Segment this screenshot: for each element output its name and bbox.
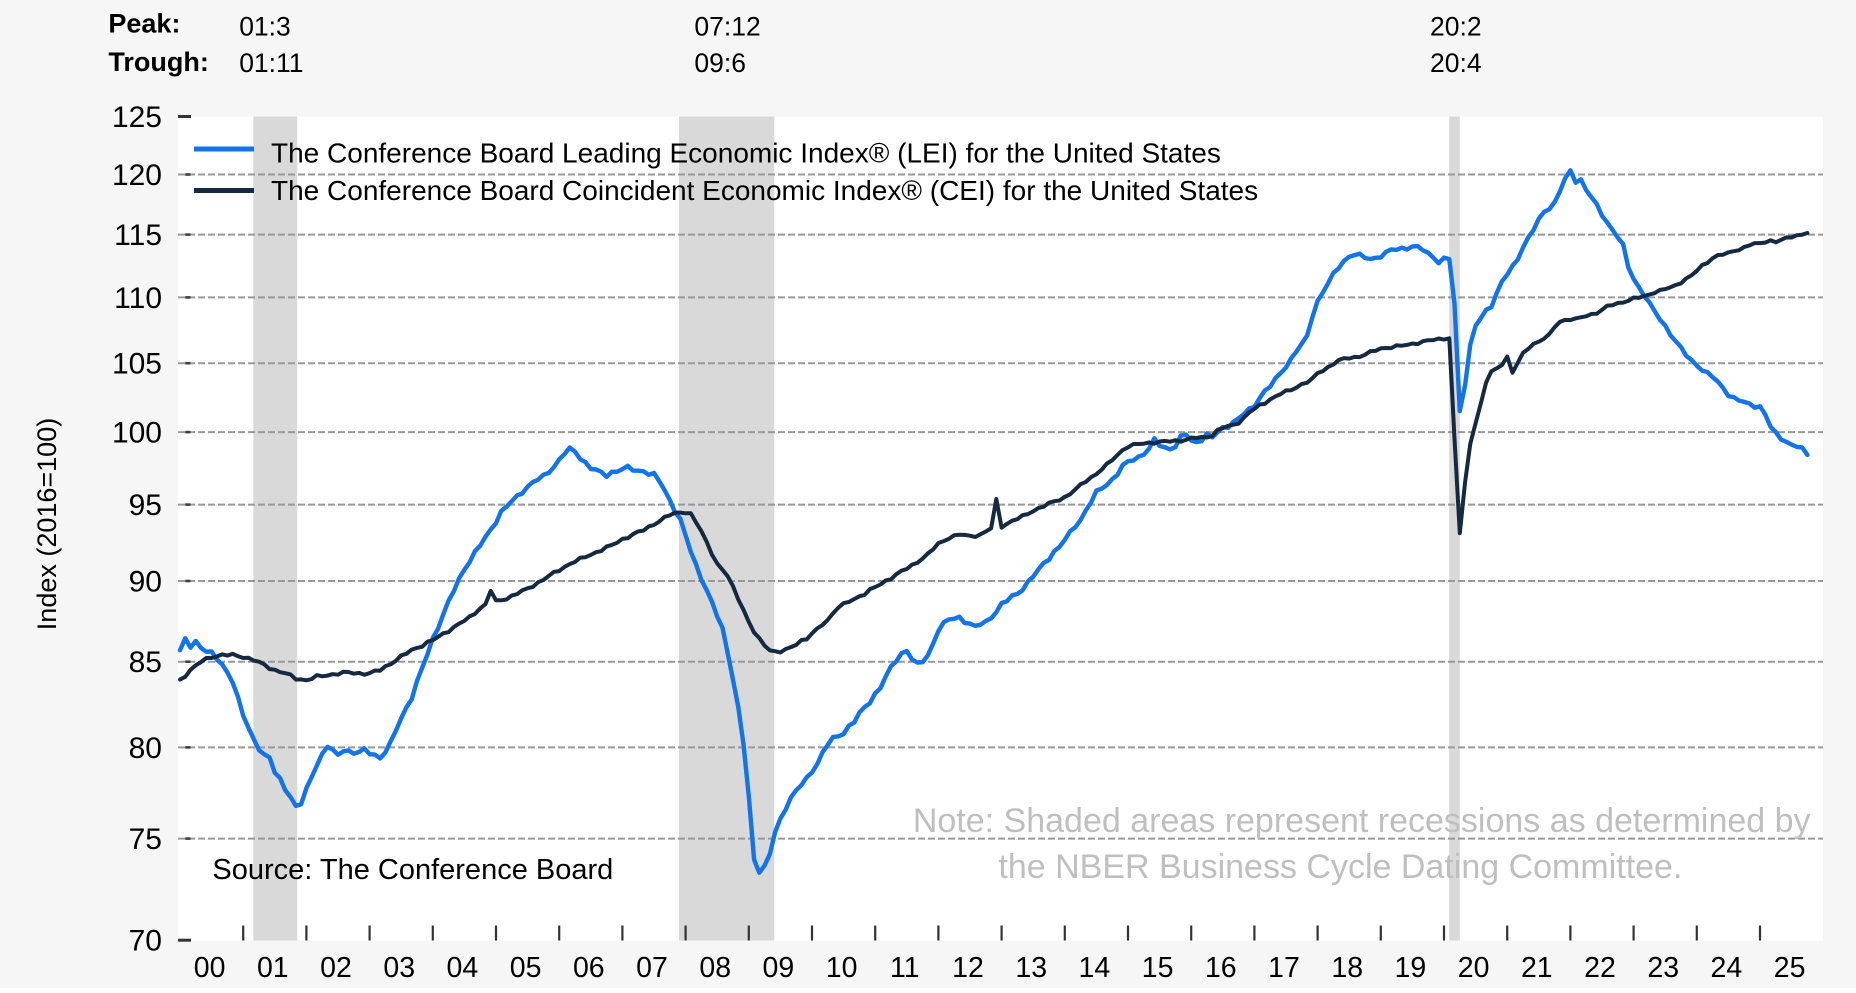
svg-text:110: 110 bbox=[114, 282, 162, 315]
svg-text:Peak:: Peak: bbox=[108, 9, 180, 39]
svg-text:09: 09 bbox=[763, 952, 795, 984]
svg-text:25: 25 bbox=[1774, 952, 1806, 984]
svg-text:15: 15 bbox=[1142, 952, 1174, 984]
svg-text:The Conference Board Leading E: The Conference Board Leading Economic In… bbox=[271, 138, 1221, 169]
svg-text:24: 24 bbox=[1711, 952, 1743, 984]
svg-text:70: 70 bbox=[129, 925, 162, 958]
svg-text:09:6: 09:6 bbox=[694, 48, 746, 78]
svg-text:01:3: 01:3 bbox=[239, 12, 291, 42]
svg-text:18: 18 bbox=[1331, 952, 1363, 984]
svg-text:17: 17 bbox=[1268, 952, 1300, 984]
svg-text:13: 13 bbox=[1015, 952, 1047, 984]
svg-text:03: 03 bbox=[383, 952, 415, 984]
svg-text:115: 115 bbox=[114, 219, 162, 252]
svg-text:80: 80 bbox=[129, 732, 162, 765]
svg-text:120: 120 bbox=[112, 159, 162, 192]
svg-text:the NBER Business Cycle Dating: the NBER Business Cycle Dating Committee… bbox=[998, 848, 1682, 886]
svg-text:06: 06 bbox=[573, 952, 605, 984]
svg-text:05: 05 bbox=[510, 952, 542, 984]
svg-text:08: 08 bbox=[699, 952, 731, 984]
svg-text:Source: The Conference Board: Source: The Conference Board bbox=[212, 854, 613, 886]
svg-text:75: 75 bbox=[129, 823, 162, 856]
svg-text:14: 14 bbox=[1079, 952, 1111, 984]
svg-text:00: 00 bbox=[194, 952, 226, 984]
svg-text:16: 16 bbox=[1205, 952, 1237, 984]
svg-text:20:4: 20:4 bbox=[1430, 48, 1482, 78]
svg-text:19: 19 bbox=[1395, 952, 1427, 984]
svg-text:22: 22 bbox=[1584, 952, 1616, 984]
svg-text:85: 85 bbox=[129, 646, 162, 679]
svg-text:100: 100 bbox=[112, 417, 162, 450]
svg-text:The Conference Board Coinciden: The Conference Board Coincident Economic… bbox=[271, 175, 1258, 206]
svg-text:07: 07 bbox=[636, 952, 668, 984]
svg-text:Trough:: Trough: bbox=[108, 47, 208, 77]
svg-text:04: 04 bbox=[447, 952, 479, 984]
svg-text:01: 01 bbox=[257, 952, 289, 984]
svg-text:95: 95 bbox=[129, 489, 162, 522]
svg-text:Note: Shaded areas represent r: Note: Shaded areas represent recessions … bbox=[913, 802, 1811, 840]
svg-text:11: 11 bbox=[890, 952, 920, 984]
svg-text:10: 10 bbox=[826, 952, 858, 984]
svg-text:21: 21 bbox=[1521, 952, 1553, 984]
svg-text:90: 90 bbox=[129, 566, 162, 599]
svg-text:07:12: 07:12 bbox=[694, 12, 760, 42]
svg-text:Index (2016=100): Index (2016=100) bbox=[32, 418, 62, 630]
svg-text:23: 23 bbox=[1647, 952, 1679, 984]
svg-text:02: 02 bbox=[320, 952, 352, 984]
svg-text:105: 105 bbox=[112, 348, 162, 381]
svg-text:12: 12 bbox=[952, 952, 984, 984]
svg-text:125: 125 bbox=[112, 101, 162, 134]
svg-text:20: 20 bbox=[1458, 952, 1490, 984]
svg-text:20:2: 20:2 bbox=[1430, 12, 1482, 42]
svg-text:01:11: 01:11 bbox=[239, 48, 303, 78]
